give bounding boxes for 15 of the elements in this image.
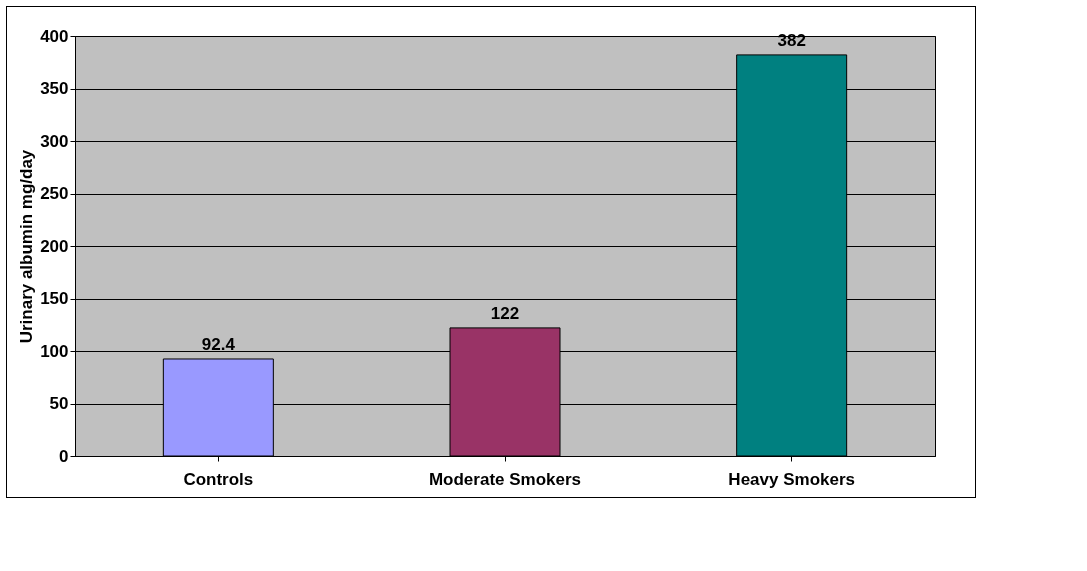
y-tick-label: 150	[40, 289, 69, 308]
y-tick-label: 350	[40, 79, 69, 98]
y-tick-label: 200	[40, 236, 69, 256]
y-tick-label: 250	[40, 184, 69, 203]
y-tick-label: 400	[40, 26, 69, 46]
y-tick-label: 100	[40, 341, 69, 361]
x-tick-label: Moderate Smokers	[428, 469, 582, 489]
y-tick-label: 50	[49, 394, 69, 413]
data-label: 122	[490, 303, 520, 323]
y-tick-label: 300	[40, 131, 69, 151]
x-tick-label: Controls	[183, 469, 254, 489]
y-tick-label: 0	[59, 446, 69, 466]
data-label: 92.4	[201, 334, 236, 354]
y-axis-title: Urinary albumin mg/day	[17, 149, 37, 344]
x-tick-label: Heavy Smokers	[728, 469, 855, 489]
